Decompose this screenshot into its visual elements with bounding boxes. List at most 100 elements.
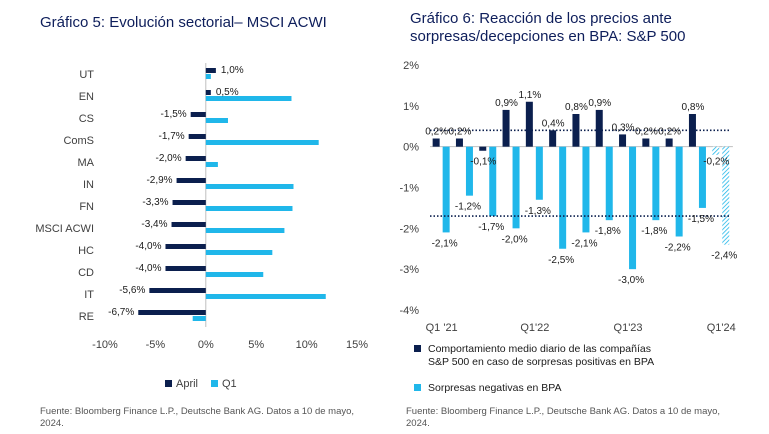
chart6-data-label-positive: 1,1% xyxy=(518,90,541,101)
chart6-legend-label-positive: Comportamiento medio diario de las compa… xyxy=(428,343,654,368)
chart5-x-tick-label: 5% xyxy=(248,339,264,351)
chart6-data-label-negative: -2,4% xyxy=(711,251,737,262)
chart5-data-label: -1,7% xyxy=(159,131,185,142)
chart6-x-tick-label: Q1'23 xyxy=(614,322,643,334)
chart5-x-tick-label: 0% xyxy=(198,339,214,351)
chart5-bar-q1 xyxy=(205,184,294,189)
chart5-x-tick-label: -5% xyxy=(146,339,166,351)
chart6-data-label-positive: -0,1% xyxy=(470,157,496,168)
chart5-bar-april xyxy=(188,134,206,139)
chart5-data-label: -3,3% xyxy=(142,197,168,208)
chart6-y-tick-label: 1% xyxy=(403,101,419,113)
chart6-bar-negative xyxy=(698,146,706,208)
chart5-category-label: ComS xyxy=(63,135,94,147)
chart5-x-tick-label: -10% xyxy=(92,339,118,351)
chart5-legend-label-april: April xyxy=(176,378,198,390)
chart6-bar-positive xyxy=(525,101,533,147)
chart5-source: Fuente: Bloomberg Finance L.P., Deutsche… xyxy=(40,406,355,429)
chart6-data-label-negative: -1,8% xyxy=(641,226,667,237)
chart6-bar-positive xyxy=(432,138,440,147)
chart6-x-tick-label: Q1'24 xyxy=(707,322,736,334)
chart5-bar-q1 xyxy=(205,206,293,211)
chart5-category-label: IT xyxy=(84,289,94,301)
chart6-y-tick-label: 0% xyxy=(403,142,419,154)
chart5-svg: UT 1,0% EN 0,5% CS -1,5% ComS -1,7% MA -2,0% IN -2,… xyxy=(35,63,368,390)
chart6-y-tick-label: 2% xyxy=(403,60,419,72)
chart6-bar-positive xyxy=(642,138,650,147)
chart5-bar-q1 xyxy=(205,118,228,123)
chart6-bar-positive xyxy=(595,109,603,147)
chart6-svg: 2% 1% 0% -1% -2% -3% -4% 0,2% -2,1% 0,2% -1,2% -0,1… xyxy=(400,60,737,394)
chart5-bar-april xyxy=(185,156,206,161)
chart6-bar-positive xyxy=(712,146,720,155)
chart5-category-label: MA xyxy=(78,157,95,169)
chart6-data-label-positive: 0,9% xyxy=(588,98,611,109)
chart6-bar-negative xyxy=(652,146,660,221)
chart6-data-label-positive: 0,9% xyxy=(495,98,518,109)
chart5-bar-q1 xyxy=(205,272,264,277)
chart5-bar-april xyxy=(138,310,206,315)
chart6-title-line-2: sorpresas/decepciones en BPA: S&P 500 xyxy=(410,28,686,45)
chart6-data-label-negative: -3,0% xyxy=(618,275,644,286)
chart6-y-tick-label: -1% xyxy=(400,183,419,195)
chart5-data-label: -3,4% xyxy=(141,219,167,230)
chart6-bar-negative xyxy=(722,146,730,245)
chart6-data-label-positive: -0,2% xyxy=(703,157,729,168)
chart5-bar-april xyxy=(205,90,211,95)
chart6-legend-label-negative: Sorpresas negativas en BPA xyxy=(428,382,561,394)
chart5-bar-april xyxy=(165,244,206,249)
chart6-data-label-positive: 0,2% xyxy=(635,127,658,138)
chart6-bar-positive xyxy=(688,114,696,147)
chart6-y-tick-label: -4% xyxy=(400,305,419,317)
chart5-data-label: -4,0% xyxy=(135,241,161,252)
chart6-bar-positive xyxy=(455,138,463,147)
chart6-data-label-negative: -2,5% xyxy=(548,255,574,266)
chart6-legend-swatch-positive xyxy=(414,345,421,352)
chart5-data-label: -4,0% xyxy=(135,263,161,274)
chart6-bar-positive xyxy=(572,114,580,147)
chart6-data-label-positive: 0,4% xyxy=(542,118,565,129)
chart5-category-label: CS xyxy=(79,113,94,125)
chart6-bar-negative xyxy=(675,146,683,237)
chart6-data-label-negative: -2,1% xyxy=(571,238,597,249)
chart6-data-label-positive: 0,2% xyxy=(425,127,448,138)
chart6-bar-positive xyxy=(619,134,627,147)
chart5-data-label: -6,7% xyxy=(108,307,134,318)
chart5-bar-april xyxy=(171,222,206,227)
chart6-source: Fuente: Bloomberg Finance L.P., Deutsche… xyxy=(406,406,721,429)
chart6-data-label-negative: -2,0% xyxy=(501,234,527,245)
chart6-bar-positive xyxy=(549,130,557,147)
chart5-data-label: -2,9% xyxy=(146,175,172,186)
chart5-legend-label-q1: Q1 xyxy=(222,378,237,390)
chart5-category-label: RE xyxy=(79,311,94,323)
chart5-bar-april xyxy=(172,200,206,205)
chart6-bar-negative xyxy=(605,146,613,221)
chart6-title-line-1: Gráfico 6: Reacción de los precios ante xyxy=(410,10,672,27)
chart6-bar-positive xyxy=(502,109,510,147)
chart5-data-label: 0,5% xyxy=(216,87,239,98)
chart5-bar-q1 xyxy=(205,74,211,79)
chart6-y-tick-label: -3% xyxy=(400,264,419,276)
chart6-legend-label-positive-line: Comportamiento medio diario de las compa… xyxy=(428,343,651,355)
chart6-bar-negative xyxy=(559,146,567,249)
chart6-data-label-negative: -1,2% xyxy=(455,202,481,213)
chart5-title: Gráfico 5: Evolución sectorial– MSCI ACW… xyxy=(40,14,327,31)
chart5-data-label: 1,0% xyxy=(221,65,244,76)
chart6-x-tick-label: Q1 '21 xyxy=(426,322,458,334)
chart6-bar-negative xyxy=(465,146,473,196)
chart6-bar-negative xyxy=(535,146,543,200)
chart5-x-tick-label: 15% xyxy=(346,339,368,351)
chart6-legend-label-positive-line: S&P 500 en caso de sorpresas positivas e… xyxy=(428,356,654,368)
chart6-bar-positive xyxy=(479,146,487,151)
chart6-bar-negative xyxy=(512,146,520,229)
chart6-legend-swatch-negative xyxy=(414,384,421,391)
chart6-bar-negative xyxy=(442,146,450,233)
chart5-data-label: -1,5% xyxy=(161,109,187,120)
chart5-category-label: MSCI ACWI xyxy=(35,223,94,235)
chart5-data-label: -5,6% xyxy=(119,285,145,296)
chart5-legend-swatch-april xyxy=(165,380,172,387)
chart5-bar-q1 xyxy=(205,294,326,299)
chart5-category-label: UT xyxy=(79,69,94,81)
chart5-bar-q1 xyxy=(205,140,319,145)
chart6-legend-label-negative-line: Sorpresas negativas en BPA xyxy=(428,382,561,394)
